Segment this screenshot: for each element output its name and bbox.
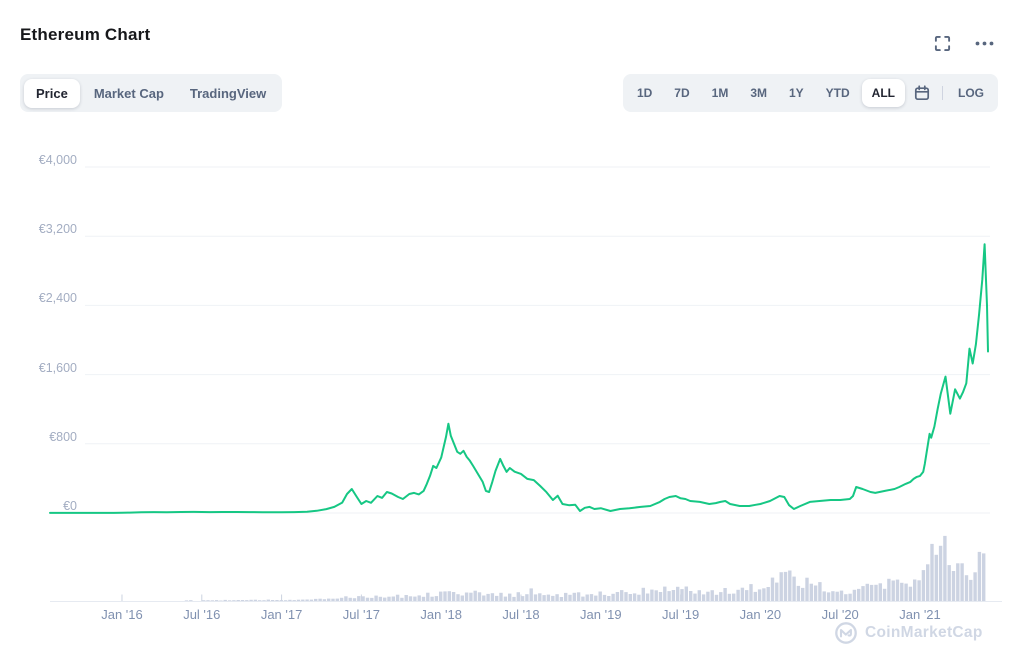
range-buttons: 1D 7D 1M 3M 1Y YTD ALL — [627, 79, 905, 107]
log-scale-toggle[interactable]: LOG — [948, 79, 994, 107]
view-tab-tradingview[interactable]: TradingView — [178, 79, 278, 108]
range-button-1d[interactable]: 1D — [627, 79, 662, 107]
more-options-button[interactable] — [973, 39, 996, 48]
price-line — [49, 243, 989, 514]
range-button-ytd[interactable]: YTD — [816, 79, 860, 107]
range-button-group: 1D 7D 1M 3M 1Y YTD ALL LOG — [622, 74, 998, 112]
price-chart[interactable]: €4,000 €3,200 €2,400 €1,600 €800 €0 Jan '16 Ju… — [0, 120, 1022, 644]
range-button-1y[interactable]: 1Y — [779, 79, 814, 107]
view-tab-price[interactable]: Price — [24, 78, 80, 108]
fullscreen-button[interactable] — [932, 33, 953, 54]
chart-controls: Price Market Cap TradingView 1D 7D 1M 3M 1Y YTD… — [20, 74, 998, 112]
range-button-3m[interactable]: 3M — [740, 79, 777, 107]
range-button-all[interactable]: ALL — [861, 79, 905, 107]
chart-canvas — [49, 166, 1002, 602]
control-separator — [942, 86, 943, 100]
range-button-7d[interactable]: 7D — [664, 79, 699, 107]
volume-bars — [184, 535, 986, 601]
chart-header-actions — [932, 33, 996, 54]
ellipsis-icon — [975, 41, 994, 46]
range-button-1m[interactable]: 1M — [702, 79, 739, 107]
calendar-icon — [914, 85, 930, 101]
fullscreen-icon — [934, 35, 951, 52]
page-title: Ethereum Chart — [20, 25, 151, 44]
calendar-button[interactable] — [907, 81, 937, 105]
view-tab-market-cap[interactable]: Market Cap — [82, 79, 176, 108]
view-tab-group: Price Market Cap TradingView — [20, 74, 283, 112]
